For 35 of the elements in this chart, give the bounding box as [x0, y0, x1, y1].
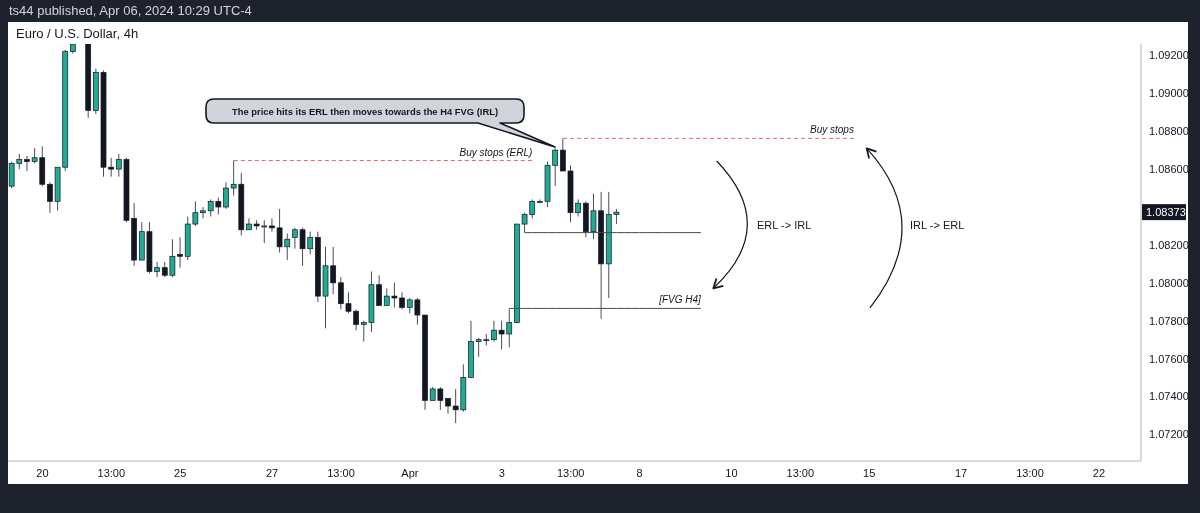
x-tick-label: 13:00 — [556, 466, 585, 479]
series-label: Buy stops — [810, 124, 854, 136]
x-tick-label: Apr — [401, 466, 419, 479]
x-tick-label: 27 — [265, 466, 279, 479]
y-tick-label: 1.07400 — [1149, 390, 1189, 403]
y-tick-label: 1.08800 — [1149, 125, 1189, 138]
x-tick-label: 13:00 — [97, 466, 126, 479]
annotation: ERL -> IRL — [757, 219, 812, 231]
x-tick-label: 13:00 — [786, 466, 815, 479]
x-tick-label: 22 — [1092, 466, 1106, 479]
x-tick-label: 10 — [725, 466, 738, 479]
x-tick-label: 3 — [498, 466, 505, 479]
candlestick — [223, 181, 229, 210]
y-tick-label: 1.07200 — [1149, 428, 1189, 441]
x-tick-label: 25 — [174, 466, 187, 479]
annotation: The price hits its ERL then moves towards the H4 FVG (IRL) — [231, 105, 499, 117]
chart-title: Euro / U.S. Dollar, 4h — [16, 26, 139, 41]
x-tick-label: 8 — [636, 466, 643, 479]
x-tick-label: 13:00 — [327, 466, 355, 479]
series-label: Buy stops (ERL) — [459, 146, 533, 158]
y-tick-label: 1.08000 — [1149, 276, 1189, 289]
y-tick-label: 1.08600 — [1149, 163, 1189, 176]
annotation: IRL -> ERL — [910, 219, 965, 231]
y-tick-label: 1.07800 — [1149, 314, 1189, 327]
x-tick-label: 20 — [36, 466, 49, 479]
x-tick-label: 13:00 — [1016, 466, 1044, 479]
x-tick-label: 15 — [863, 466, 876, 479]
y-tick-label: 1.09000 — [1149, 87, 1189, 100]
chart-subtitle: ts44 published, Apr 06, 2024 10:29 UTC-4 — [9, 3, 252, 18]
x-tick-label: 17 — [954, 466, 968, 479]
y-tick-label: 1.07600 — [1149, 352, 1189, 365]
annotation: 1.08373 — [1146, 206, 1186, 219]
y-tick-label: 1.09200 — [1149, 49, 1189, 62]
y-tick-label: 1.08200 — [1149, 238, 1189, 251]
series-label: [FVG H4] — [658, 294, 702, 306]
